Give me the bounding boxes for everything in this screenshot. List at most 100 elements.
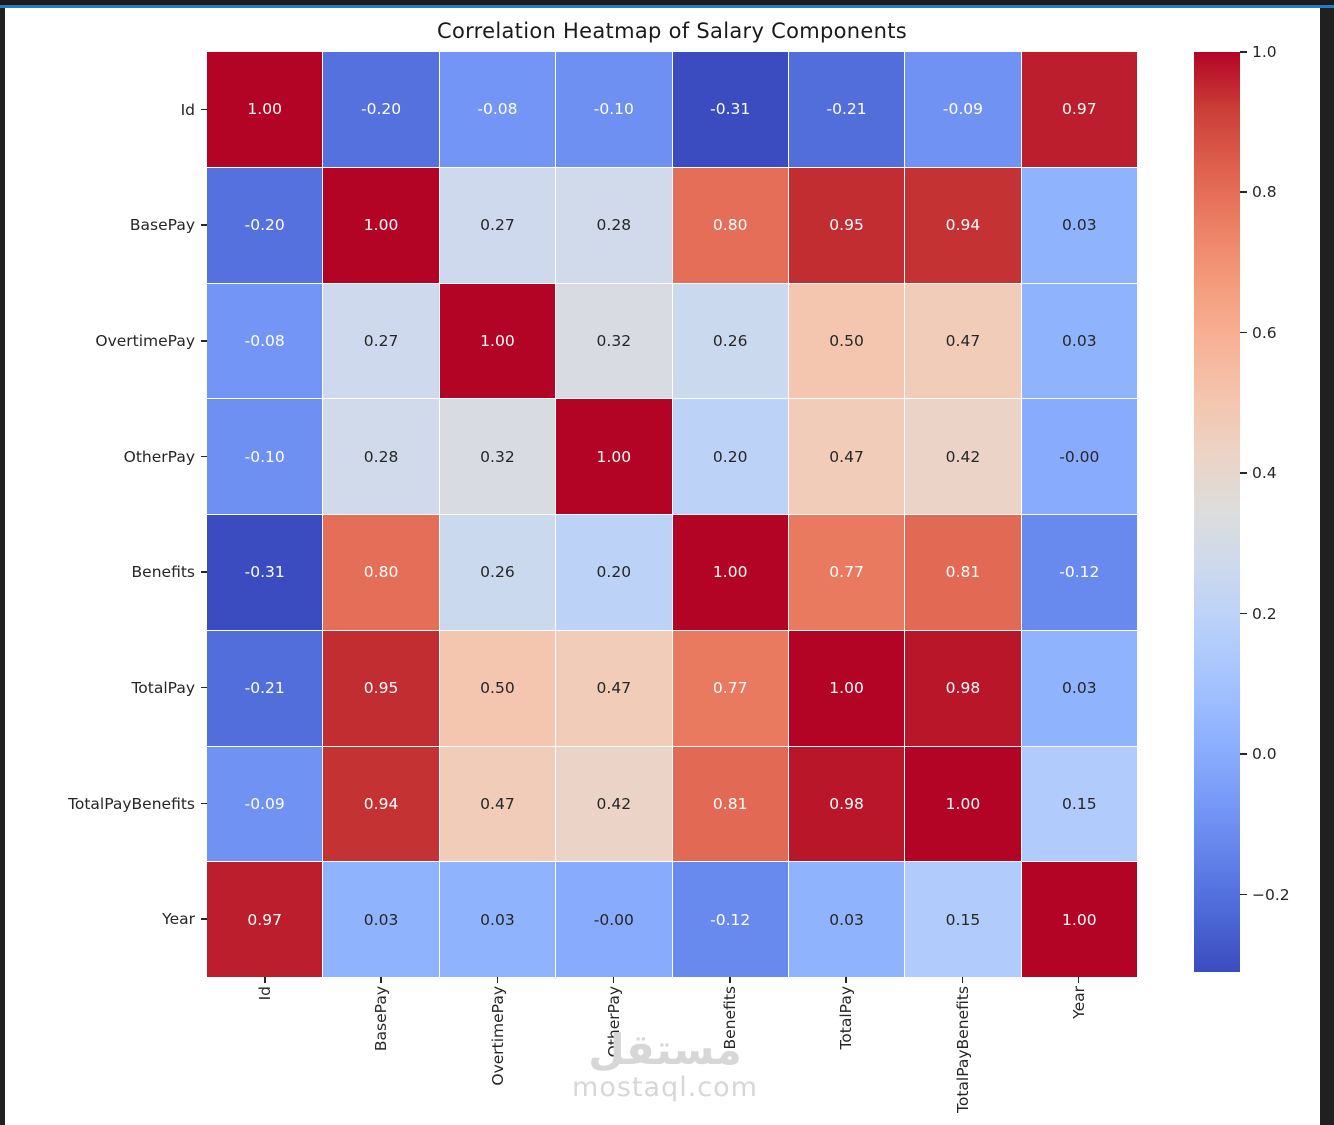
window-right-border bbox=[1320, 8, 1334, 1125]
heatmap-cell-BasePay-OtherPay: 0.28 bbox=[556, 167, 672, 283]
heatmap-cell-Year-TotalPayBenefits: 0.15 bbox=[905, 862, 1021, 977]
heatmap-cell-BasePay-Year: 0.03 bbox=[1021, 167, 1137, 283]
heatmap-cell-Year-TotalPay: 0.03 bbox=[788, 862, 905, 977]
heatmap-cell-Id-Year: 0.97 bbox=[1021, 52, 1137, 167]
heatmap-cell-TotalPay-Benefits: 0.77 bbox=[672, 630, 788, 746]
colorbar-tick-label-0.8: 0.8 bbox=[1252, 183, 1277, 202]
x-tick-mark bbox=[845, 977, 847, 983]
heatmap-cell-Benefits-TotalPayBenefits: 0.81 bbox=[905, 515, 1021, 630]
heatmap-cell-TotalPay-Year: 0.03 bbox=[1021, 630, 1137, 746]
heatmap-cell-Year-BasePay: 0.03 bbox=[323, 862, 439, 977]
heatmap-cell-BasePay-Benefits: 0.80 bbox=[672, 167, 788, 283]
heatmap-cell-OvertimePay-BasePay: 0.27 bbox=[323, 283, 439, 399]
heatmap-cell-BasePay-Id: -0.20 bbox=[207, 167, 323, 283]
heatmap-cell-OtherPay-OvertimePay: 0.32 bbox=[439, 399, 556, 514]
y-tick-label-Id: Id bbox=[180, 100, 195, 119]
x-tick-mark bbox=[1077, 977, 1080, 983]
heatmap-cell-TotalPayBenefits-OtherPay: 0.42 bbox=[556, 746, 672, 862]
heatmap-cell-TotalPay-TotalPayBenefits: 0.98 bbox=[905, 630, 1021, 746]
heatmap-cell-Benefits-Id: -0.31 bbox=[207, 515, 323, 630]
heatmap-cell-Benefits-OtherPay: 0.20 bbox=[556, 515, 672, 630]
x-tick-label-OvertimePay: OvertimePay bbox=[488, 986, 507, 1086]
colorbar bbox=[1194, 52, 1240, 972]
y-tick-mark bbox=[201, 455, 207, 458]
heatmap-cell-TotalPayBenefits-BasePay: 0.94 bbox=[323, 746, 439, 862]
heatmap-cell-OvertimePay-OvertimePay: 1.00 bbox=[439, 283, 556, 399]
heatmap-cell-TotalPayBenefits-TotalPayBenefits: 1.00 bbox=[905, 746, 1021, 862]
heatmap-cell-Year-Id: 0.97 bbox=[207, 862, 323, 977]
window-top-bar bbox=[0, 0, 1334, 5]
x-tick-mark bbox=[729, 977, 731, 983]
chart-title: Correlation Heatmap of Salary Components bbox=[436, 19, 908, 43]
x-tick-label-Id: Id bbox=[256, 986, 275, 1001]
y-tick-label-Benefits: Benefits bbox=[131, 563, 195, 582]
heatmap-cell-Id-BasePay: -0.20 bbox=[323, 52, 439, 167]
heatmap-cell-OvertimePay-TotalPay: 0.50 bbox=[788, 283, 905, 399]
colorbar-tick-label-−0.2: −0.2 bbox=[1252, 885, 1290, 904]
heatmap-grid: 1.00 -0.20 -0.08 -0.10 -0.31 -0.21 -0.09 0.97 -0… bbox=[207, 52, 1137, 977]
heatmap-cell-Benefits-Benefits: 1.00 bbox=[672, 515, 788, 630]
heatmap-cell-OvertimePay-OtherPay: 0.32 bbox=[556, 283, 672, 399]
x-tick-label-BasePay: BasePay bbox=[372, 986, 391, 1052]
heatmap-cell-TotalPayBenefits-Year: 0.15 bbox=[1021, 746, 1137, 862]
heatmap-cell-Id-Benefits: -0.31 bbox=[672, 52, 788, 167]
heatmap-cell-OtherPay-TotalPay: 0.47 bbox=[788, 399, 905, 514]
x-tick-mark bbox=[264, 977, 266, 983]
watermark-site-text: mostaql.com bbox=[572, 1072, 758, 1103]
heatmap-cell-TotalPay-OtherPay: 0.47 bbox=[556, 630, 672, 746]
x-tick-mark bbox=[961, 977, 964, 983]
heatmap-cell-OvertimePay-TotalPayBenefits: 0.47 bbox=[905, 283, 1021, 399]
x-tick-label-Year: Year bbox=[1069, 986, 1088, 1019]
y-tick-mark bbox=[201, 571, 207, 573]
heatmap-cell-OvertimePay-Year: 0.03 bbox=[1021, 283, 1137, 399]
colorbar-tick-mark bbox=[1240, 753, 1247, 755]
heatmap-cell-OvertimePay-Benefits: 0.26 bbox=[672, 283, 788, 399]
colorbar-tick-label-0.4: 0.4 bbox=[1252, 464, 1277, 483]
heatmap-cell-TotalPayBenefits-Benefits: 0.81 bbox=[672, 746, 788, 862]
colorbar-tick-mark bbox=[1240, 51, 1247, 53]
x-tick-label-TotalPay: TotalPay bbox=[837, 986, 856, 1050]
colorbar-tick-mark bbox=[1240, 331, 1247, 334]
y-tick-mark bbox=[201, 224, 207, 226]
heatmap-cell-OtherPay-Benefits: 0.20 bbox=[672, 399, 788, 514]
y-tick-label-OvertimePay: OvertimePay bbox=[95, 332, 195, 351]
heatmap-cell-BasePay-BasePay: 1.00 bbox=[323, 167, 439, 283]
heatmap-cell-BasePay-TotalPay: 0.95 bbox=[788, 167, 905, 283]
heatmap-cell-Year-OtherPay: -0.00 bbox=[556, 862, 672, 977]
y-tick-mark bbox=[201, 108, 207, 111]
colorbar-tick-mark bbox=[1240, 191, 1247, 193]
heatmap-cell-TotalPay-Id: -0.21 bbox=[207, 630, 323, 746]
y-tick-label-BasePay: BasePay bbox=[129, 216, 195, 235]
y-tick-mark bbox=[201, 340, 207, 342]
colorbar-tick-label-0.0: 0.0 bbox=[1252, 745, 1277, 764]
window-left-border bbox=[0, 8, 5, 1125]
colorbar-tick-label-0.6: 0.6 bbox=[1252, 323, 1277, 342]
x-tick-mark bbox=[380, 977, 382, 983]
y-tick-mark bbox=[201, 802, 207, 805]
y-tick-label-TotalPay: TotalPay bbox=[131, 678, 195, 697]
y-tick-label-TotalPayBenefits: TotalPayBenefits bbox=[68, 794, 195, 813]
colorbar-tick-label-1.0: 1.0 bbox=[1252, 43, 1277, 61]
heatmap-cell-Id-TotalPayBenefits: -0.09 bbox=[905, 52, 1021, 167]
heatmap-cell-OvertimePay-Id: -0.08 bbox=[207, 283, 323, 399]
heatmap-cell-BasePay-TotalPayBenefits: 0.94 bbox=[905, 167, 1021, 283]
heatmap-cell-TotalPay-BasePay: 0.95 bbox=[323, 630, 439, 746]
window-accent-line bbox=[0, 5, 1334, 8]
heatmap-cell-OtherPay-OtherPay: 1.00 bbox=[556, 399, 672, 514]
heatmap-cell-Id-OvertimePay: -0.08 bbox=[439, 52, 556, 167]
colorbar-tick-mark bbox=[1240, 472, 1247, 474]
heatmap-cell-BasePay-OvertimePay: 0.27 bbox=[439, 167, 556, 283]
heatmap-cell-TotalPay-TotalPay: 1.00 bbox=[788, 630, 905, 746]
heatmap-cell-TotalPayBenefits-Id: -0.09 bbox=[207, 746, 323, 862]
heatmap-cell-TotalPayBenefits-OvertimePay: 0.47 bbox=[439, 746, 556, 862]
colorbar-tick-mark bbox=[1240, 612, 1247, 615]
watermark: مستقل mostaql.com bbox=[545, 1026, 785, 1102]
heatmap-cell-Id-OtherPay: -0.10 bbox=[556, 52, 672, 167]
heatmap-cell-Id-Id: 1.00 bbox=[207, 52, 323, 167]
heatmap-cell-TotalPay-OvertimePay: 0.50 bbox=[439, 630, 556, 746]
heatmap-cell-OtherPay-BasePay: 0.28 bbox=[323, 399, 439, 514]
y-tick-mark bbox=[201, 686, 207, 689]
heatmap-cell-OtherPay-TotalPayBenefits: 0.42 bbox=[905, 399, 1021, 514]
heatmap-cell-Benefits-OvertimePay: 0.26 bbox=[439, 515, 556, 630]
